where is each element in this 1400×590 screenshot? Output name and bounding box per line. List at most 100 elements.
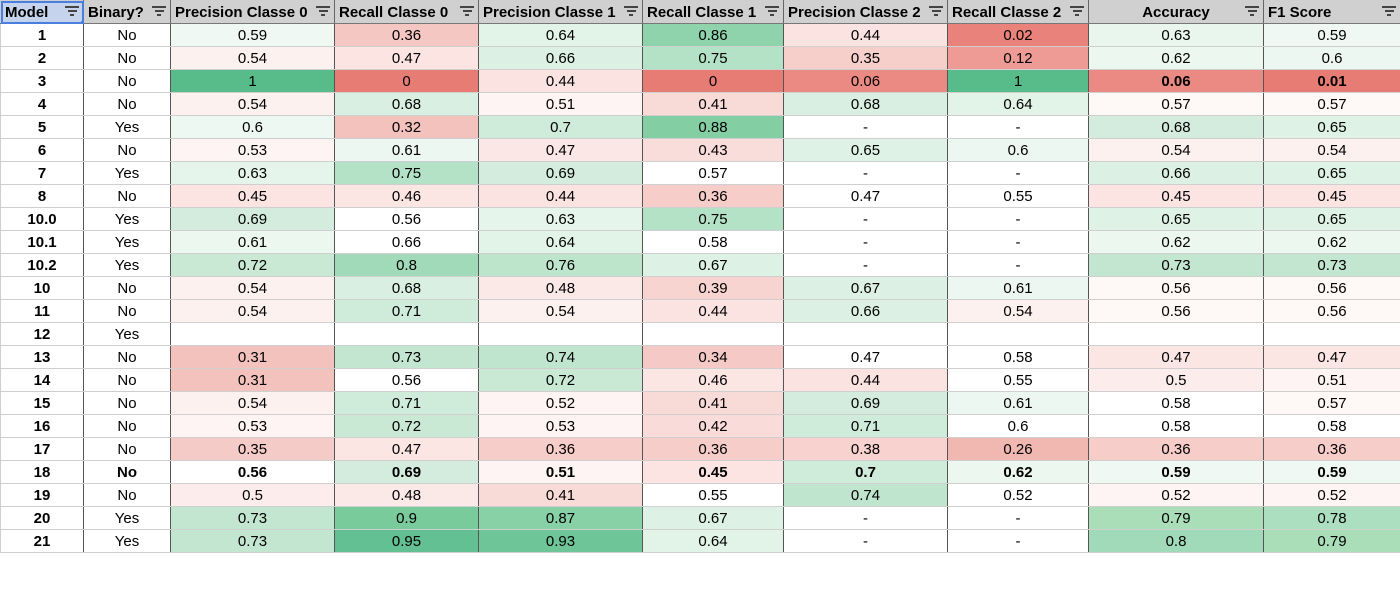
cell-precision-classe-0[interactable]: 0.59 xyxy=(170,23,335,47)
cell-recall-classe-1[interactable]: 0.43 xyxy=(642,138,784,162)
cell-precision-classe-2[interactable]: 0.7 xyxy=(783,460,948,484)
cell-binary[interactable]: No xyxy=(83,437,171,461)
cell-accuracy[interactable]: 0.66 xyxy=(1088,161,1264,185)
cell-precision-classe-2[interactable]: - xyxy=(783,506,948,530)
cell-f1-score[interactable]: 0.56 xyxy=(1263,299,1400,323)
cell-model[interactable]: 10.2 xyxy=(0,253,84,277)
cell-precision-classe-2[interactable]: 0.71 xyxy=(783,414,948,438)
cell-recall-classe-1[interactable]: 0.34 xyxy=(642,345,784,369)
cell-precision-classe-0[interactable]: 0.63 xyxy=(170,161,335,185)
cell-precision-classe-2[interactable]: - xyxy=(783,161,948,185)
cell-recall-classe-1[interactable]: 0 xyxy=(642,69,784,93)
cell-recall-classe-0[interactable]: 0.95 xyxy=(334,529,479,553)
header-precision-classe-1[interactable]: Precision Classe 1 xyxy=(478,0,643,24)
cell-accuracy[interactable]: 0.58 xyxy=(1088,391,1264,415)
cell-precision-classe-1[interactable]: 0.69 xyxy=(478,161,643,185)
cell-recall-classe-1[interactable]: 0.46 xyxy=(642,368,784,392)
cell-recall-classe-0[interactable]: 0.8 xyxy=(334,253,479,277)
cell-precision-classe-0[interactable]: 0.54 xyxy=(170,391,335,415)
cell-recall-classe-0[interactable]: 0.47 xyxy=(334,437,479,461)
filter-icon[interactable] xyxy=(1382,6,1396,18)
cell-recall-classe-2[interactable]: - xyxy=(947,161,1089,185)
cell-f1-score[interactable]: 0.47 xyxy=(1263,345,1400,369)
cell-model[interactable]: 2 xyxy=(0,46,84,70)
cell-precision-classe-0[interactable] xyxy=(170,322,335,346)
cell-f1-score[interactable]: 0.78 xyxy=(1263,506,1400,530)
cell-binary[interactable]: Yes xyxy=(83,529,171,553)
cell-precision-classe-1[interactable]: 0.52 xyxy=(478,391,643,415)
cell-precision-classe-1[interactable]: 0.53 xyxy=(478,414,643,438)
cell-f1-score[interactable]: 0.6 xyxy=(1263,46,1400,70)
cell-precision-classe-1[interactable]: 0.63 xyxy=(478,207,643,231)
header-recall-classe-0[interactable]: Recall Classe 0 xyxy=(334,0,479,24)
cell-precision-classe-1[interactable]: 0.76 xyxy=(478,253,643,277)
cell-accuracy[interactable]: 0.79 xyxy=(1088,506,1264,530)
cell-precision-classe-0[interactable]: 0.6 xyxy=(170,115,335,139)
filter-icon[interactable] xyxy=(316,6,330,18)
cell-f1-score[interactable]: 0.51 xyxy=(1263,368,1400,392)
cell-recall-classe-1[interactable]: 0.67 xyxy=(642,253,784,277)
cell-model[interactable]: 20 xyxy=(0,506,84,530)
header-recall-classe-1[interactable]: Recall Classe 1 xyxy=(642,0,784,24)
cell-recall-classe-0[interactable]: 0.72 xyxy=(334,414,479,438)
cell-binary[interactable]: Yes xyxy=(83,161,171,185)
cell-precision-classe-2[interactable]: - xyxy=(783,230,948,254)
header-f1-score[interactable]: F1 Score xyxy=(1263,0,1400,24)
cell-recall-classe-0[interactable]: 0.68 xyxy=(334,92,479,116)
cell-precision-classe-1[interactable]: 0.44 xyxy=(478,184,643,208)
cell-f1-score[interactable]: 0.57 xyxy=(1263,92,1400,116)
cell-precision-classe-2[interactable] xyxy=(783,322,948,346)
cell-binary[interactable]: No xyxy=(83,46,171,70)
cell-f1-score[interactable]: 0.57 xyxy=(1263,391,1400,415)
cell-f1-score[interactable]: 0.59 xyxy=(1263,23,1400,47)
cell-binary[interactable]: No xyxy=(83,69,171,93)
cell-recall-classe-1[interactable]: 0.86 xyxy=(642,23,784,47)
cell-recall-classe-2[interactable]: 0.61 xyxy=(947,276,1089,300)
cell-accuracy[interactable]: 0.62 xyxy=(1088,230,1264,254)
cell-accuracy[interactable]: 0.45 xyxy=(1088,184,1264,208)
cell-precision-classe-0[interactable]: 0.72 xyxy=(170,253,335,277)
cell-recall-classe-2[interactable]: 0.58 xyxy=(947,345,1089,369)
cell-recall-classe-2[interactable]: - xyxy=(947,115,1089,139)
cell-recall-classe-0[interactable]: 0.73 xyxy=(334,345,479,369)
cell-recall-classe-2[interactable]: 0.12 xyxy=(947,46,1089,70)
cell-precision-classe-1[interactable]: 0.44 xyxy=(478,69,643,93)
cell-precision-classe-0[interactable]: 0.35 xyxy=(170,437,335,461)
cell-model[interactable]: 11 xyxy=(0,299,84,323)
cell-precision-classe-1[interactable]: 0.87 xyxy=(478,506,643,530)
cell-accuracy[interactable]: 0.59 xyxy=(1088,460,1264,484)
cell-precision-classe-0[interactable]: 0.54 xyxy=(170,46,335,70)
cell-binary[interactable]: No xyxy=(83,299,171,323)
cell-model[interactable]: 16 xyxy=(0,414,84,438)
cell-recall-classe-1[interactable]: 0.41 xyxy=(642,92,784,116)
cell-precision-classe-0[interactable]: 0.54 xyxy=(170,92,335,116)
cell-recall-classe-0[interactable]: 0.71 xyxy=(334,391,479,415)
filter-icon[interactable] xyxy=(65,6,79,18)
header-model[interactable]: Model xyxy=(0,0,84,24)
cell-f1-score[interactable]: 0.65 xyxy=(1263,115,1400,139)
cell-recall-classe-0[interactable]: 0.36 xyxy=(334,23,479,47)
cell-precision-classe-1[interactable]: 0.66 xyxy=(478,46,643,70)
cell-model[interactable]: 10.0 xyxy=(0,207,84,231)
cell-precision-classe-2[interactable]: 0.38 xyxy=(783,437,948,461)
filter-icon[interactable] xyxy=(1245,6,1259,18)
filter-icon[interactable] xyxy=(152,6,166,18)
selection-handle[interactable] xyxy=(81,21,83,23)
cell-binary[interactable]: Yes xyxy=(83,322,171,346)
filter-icon[interactable] xyxy=(460,6,474,18)
cell-recall-classe-2[interactable] xyxy=(947,322,1089,346)
cell-recall-classe-2[interactable]: 0.61 xyxy=(947,391,1089,415)
cell-precision-classe-2[interactable]: 0.44 xyxy=(783,23,948,47)
cell-accuracy[interactable]: 0.68 xyxy=(1088,115,1264,139)
cell-model[interactable]: 1 xyxy=(0,23,84,47)
cell-f1-score[interactable]: 0.56 xyxy=(1263,276,1400,300)
cell-precision-classe-0[interactable]: 1 xyxy=(170,69,335,93)
cell-precision-classe-0[interactable]: 0.31 xyxy=(170,368,335,392)
cell-accuracy[interactable]: 0.57 xyxy=(1088,92,1264,116)
cell-recall-classe-1[interactable]: 0.41 xyxy=(642,391,784,415)
cell-binary[interactable]: No xyxy=(83,92,171,116)
cell-model[interactable]: 10.1 xyxy=(0,230,84,254)
cell-precision-classe-1[interactable]: 0.93 xyxy=(478,529,643,553)
cell-precision-classe-1[interactable]: 0.54 xyxy=(478,299,643,323)
cell-recall-classe-0[interactable]: 0.46 xyxy=(334,184,479,208)
